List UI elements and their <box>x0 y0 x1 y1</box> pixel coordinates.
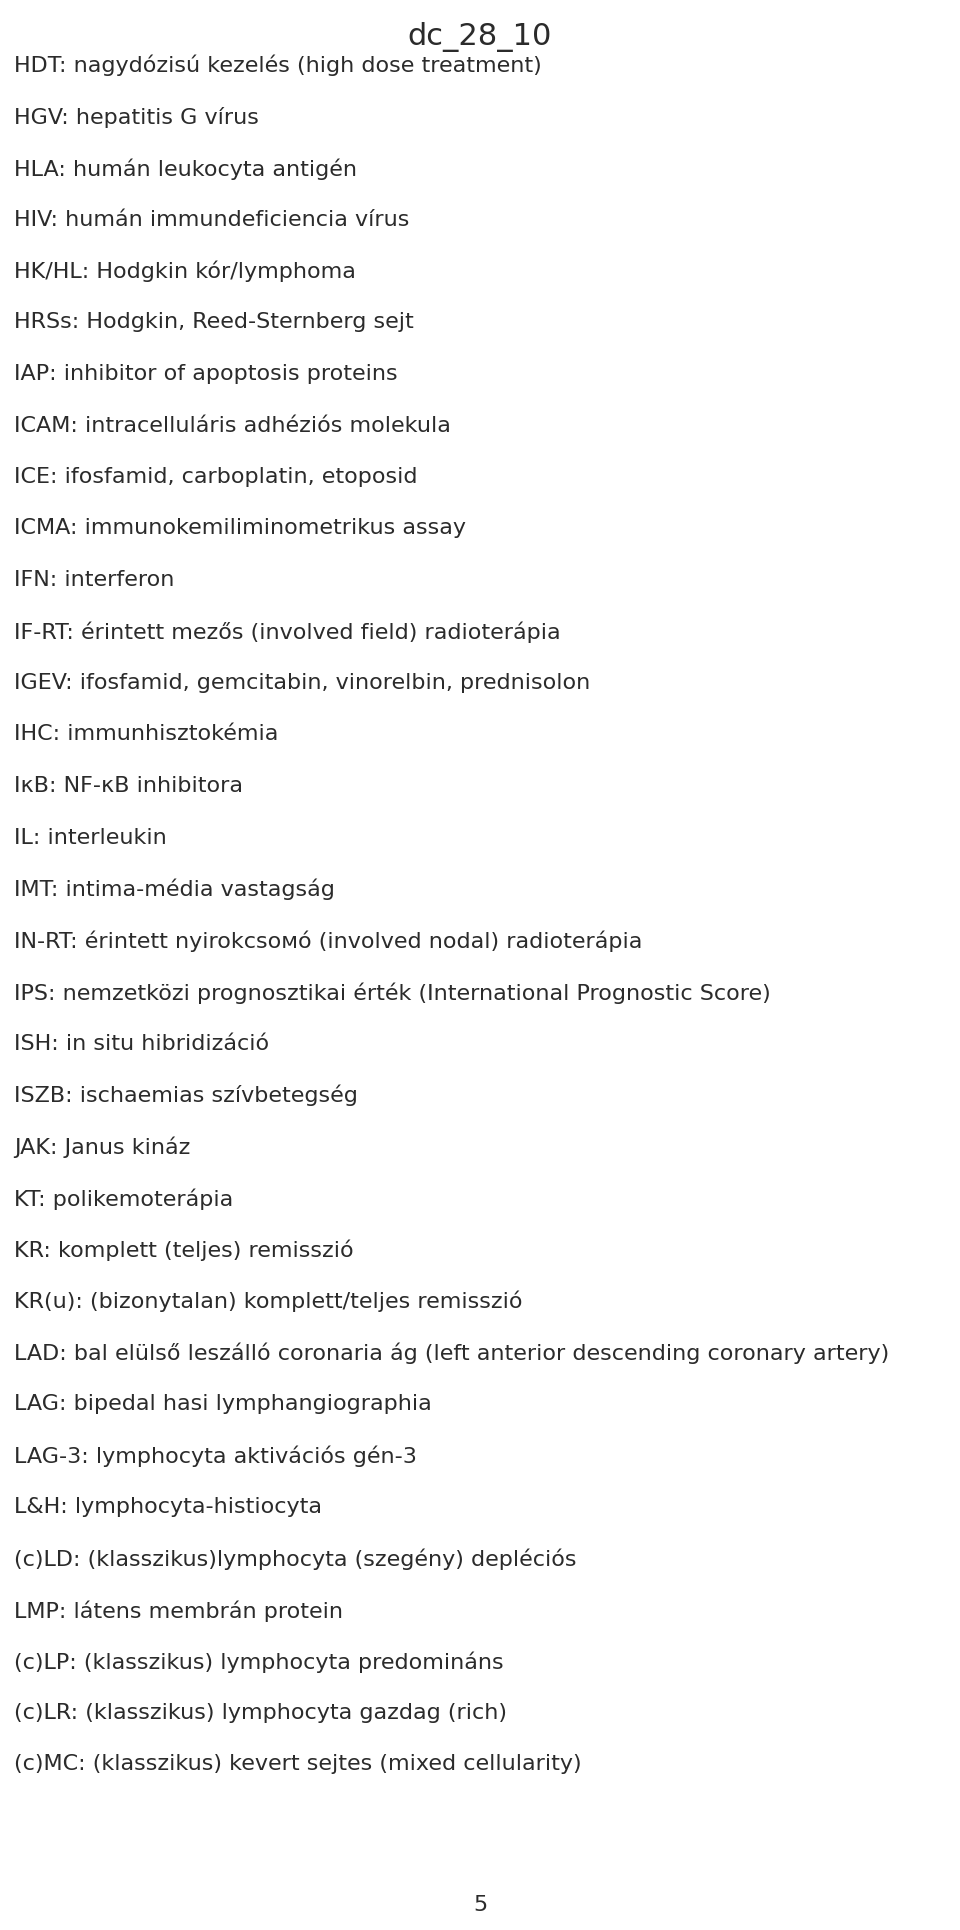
Text: JAK: Janus kináz: JAK: Janus kináz <box>14 1137 190 1158</box>
Text: ISZB: ischaemias szívbetegség: ISZB: ischaemias szívbetegség <box>14 1085 358 1106</box>
Text: KR: komplett (teljes) remisszió: KR: komplett (teljes) remisszió <box>14 1239 353 1260</box>
Text: IGEV: ifosfamid, gemcitabin, vinorelbin, prednisolon: IGEV: ifosfamid, gemcitabin, vinorelbin,… <box>14 674 590 693</box>
Text: HDT: nagydózisú kezelés (high dose treatment): HDT: nagydózisú kezelés (high dose treat… <box>14 54 541 77</box>
Text: ICMA: immunokemiliminometrikus assay: ICMA: immunokemiliminometrikus assay <box>14 519 466 538</box>
Text: IMT: intima-média vastagság: IMT: intima-média vastagság <box>14 878 335 901</box>
Text: ICE: ifosfamid, carboplatin, etoposid: ICE: ifosfamid, carboplatin, etoposid <box>14 467 418 486</box>
Text: (c)LP: (klasszikus) lymphocyta predomináns: (c)LP: (klasszikus) lymphocyta predominá… <box>14 1652 504 1673</box>
Text: ICAM: intracelluláris adhéziós molekula: ICAM: intracelluláris adhéziós molekula <box>14 415 451 436</box>
Text: IL: interleukin: IL: interleukin <box>14 828 167 847</box>
Text: LMP: látens membrán protein: LMP: látens membrán protein <box>14 1600 343 1621</box>
Text: 5: 5 <box>473 1895 487 1915</box>
Text: (c)LR: (klasszikus) lymphocyta gazdag (rich): (c)LR: (klasszikus) lymphocyta gazdag (r… <box>14 1702 507 1723</box>
Text: ISH: in situ hibridizáció: ISH: in situ hibridizáció <box>14 1033 269 1054</box>
Text: (c)LD: (klasszikus)lymphocyta (szegény) depléciós: (c)LD: (klasszikus)lymphocyta (szegény) … <box>14 1548 577 1569</box>
Text: HK/HL: Hodgkin kór/lymphoma: HK/HL: Hodgkin kór/lymphoma <box>14 261 356 282</box>
Text: KT: polikemoterápia: KT: polikemoterápia <box>14 1189 233 1210</box>
Text: IHC: immunhisztokémia: IHC: immunhisztokémia <box>14 724 278 745</box>
Text: LAD: bal elülső leszálló coronaria ág (left anterior descending coronary artery): LAD: bal elülső leszálló coronaria ág (l… <box>14 1343 889 1365</box>
Text: HLA: humán leukocyta antigén: HLA: humán leukocyta antigén <box>14 158 357 179</box>
Text: IFN: interferon: IFN: interferon <box>14 569 175 591</box>
Text: IPS: nemzetközi prognosztikai érték (International Prognostic Score): IPS: nemzetközi prognosztikai érték (Int… <box>14 982 771 1004</box>
Text: KR(u): (bizonytalan) komplett/teljes remisszió: KR(u): (bizonytalan) komplett/teljes rem… <box>14 1291 522 1312</box>
Text: HRSs: Hodgkin, Reed-Sternberg sejt: HRSs: Hodgkin, Reed-Sternberg sejt <box>14 313 414 332</box>
Text: IN-RT: érintett nyirokcsомó (involved nodal) radioterápia: IN-RT: érintett nyirokcsомó (involved no… <box>14 930 642 951</box>
Text: (c)MC: (klasszikus) kevert sejtes (mixed cellularity): (c)MC: (klasszikus) kevert sejtes (mixed… <box>14 1754 582 1774</box>
Text: L&H: lymphocyta-histiocyta: L&H: lymphocyta-histiocyta <box>14 1498 322 1517</box>
Text: LAG: bipedal hasi lymphangiographia: LAG: bipedal hasi lymphangiographia <box>14 1393 432 1415</box>
Text: IκB: NF-κB inhibitora: IκB: NF-κB inhibitora <box>14 776 243 795</box>
Text: IAP: inhibitor of apoptosis proteins: IAP: inhibitor of apoptosis proteins <box>14 365 397 384</box>
Text: HIV: humán immundeficiencia vírus: HIV: humán immundeficiencia vírus <box>14 210 409 230</box>
Text: HGV: hepatitis G vírus: HGV: hepatitis G vírus <box>14 106 259 127</box>
Text: IF-RT: érintett mezős (involved field) radioterápia: IF-RT: érintett mezős (involved field) r… <box>14 621 561 643</box>
Text: dc_28_10: dc_28_10 <box>408 21 552 52</box>
Text: LAG-3: lymphocyta aktivációs gén-3: LAG-3: lymphocyta aktivációs gén-3 <box>14 1446 417 1467</box>
